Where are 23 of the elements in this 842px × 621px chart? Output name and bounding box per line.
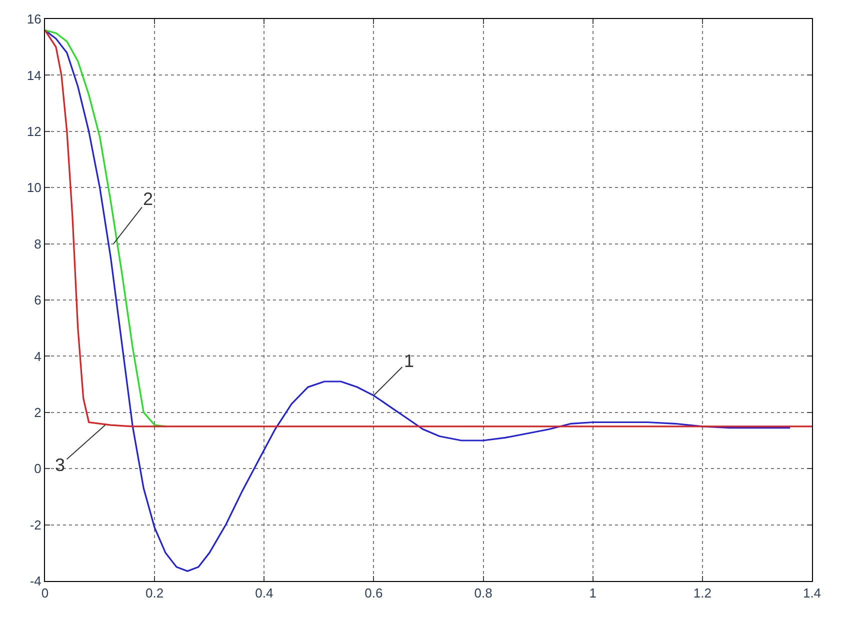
y-tick-label: 0: [34, 461, 42, 476]
x-tick-label: 1.4: [802, 586, 822, 601]
y-tick-label: -2: [30, 517, 42, 532]
y-tick-label: 10: [26, 180, 42, 196]
annotation: 1: [404, 351, 414, 371]
y-tick-label: 6: [34, 292, 42, 308]
x-tick-label: 0.6: [364, 586, 383, 601]
y-tick-label: 16: [26, 12, 42, 27]
y-tick-label: 8: [34, 236, 42, 252]
annotation: 3: [55, 455, 66, 475]
x-tick-label: 0.2: [146, 586, 164, 601]
y-tick-label: -4: [30, 574, 42, 589]
x-tick-label: 1.2: [693, 586, 712, 601]
x-tick-label: 0.4: [255, 586, 274, 601]
y-tick-label: 4: [34, 348, 42, 364]
line-series: [45, 29, 791, 572]
x-tick-label: 1: [589, 586, 596, 601]
x-tick-label: 0.8: [474, 586, 492, 601]
y-tick-label: 2: [34, 404, 42, 420]
annotation: 2: [143, 189, 154, 209]
y-tick-label: 12: [26, 124, 42, 139]
y-tick-label: 14: [26, 68, 42, 83]
line-series: [45, 29, 812, 428]
